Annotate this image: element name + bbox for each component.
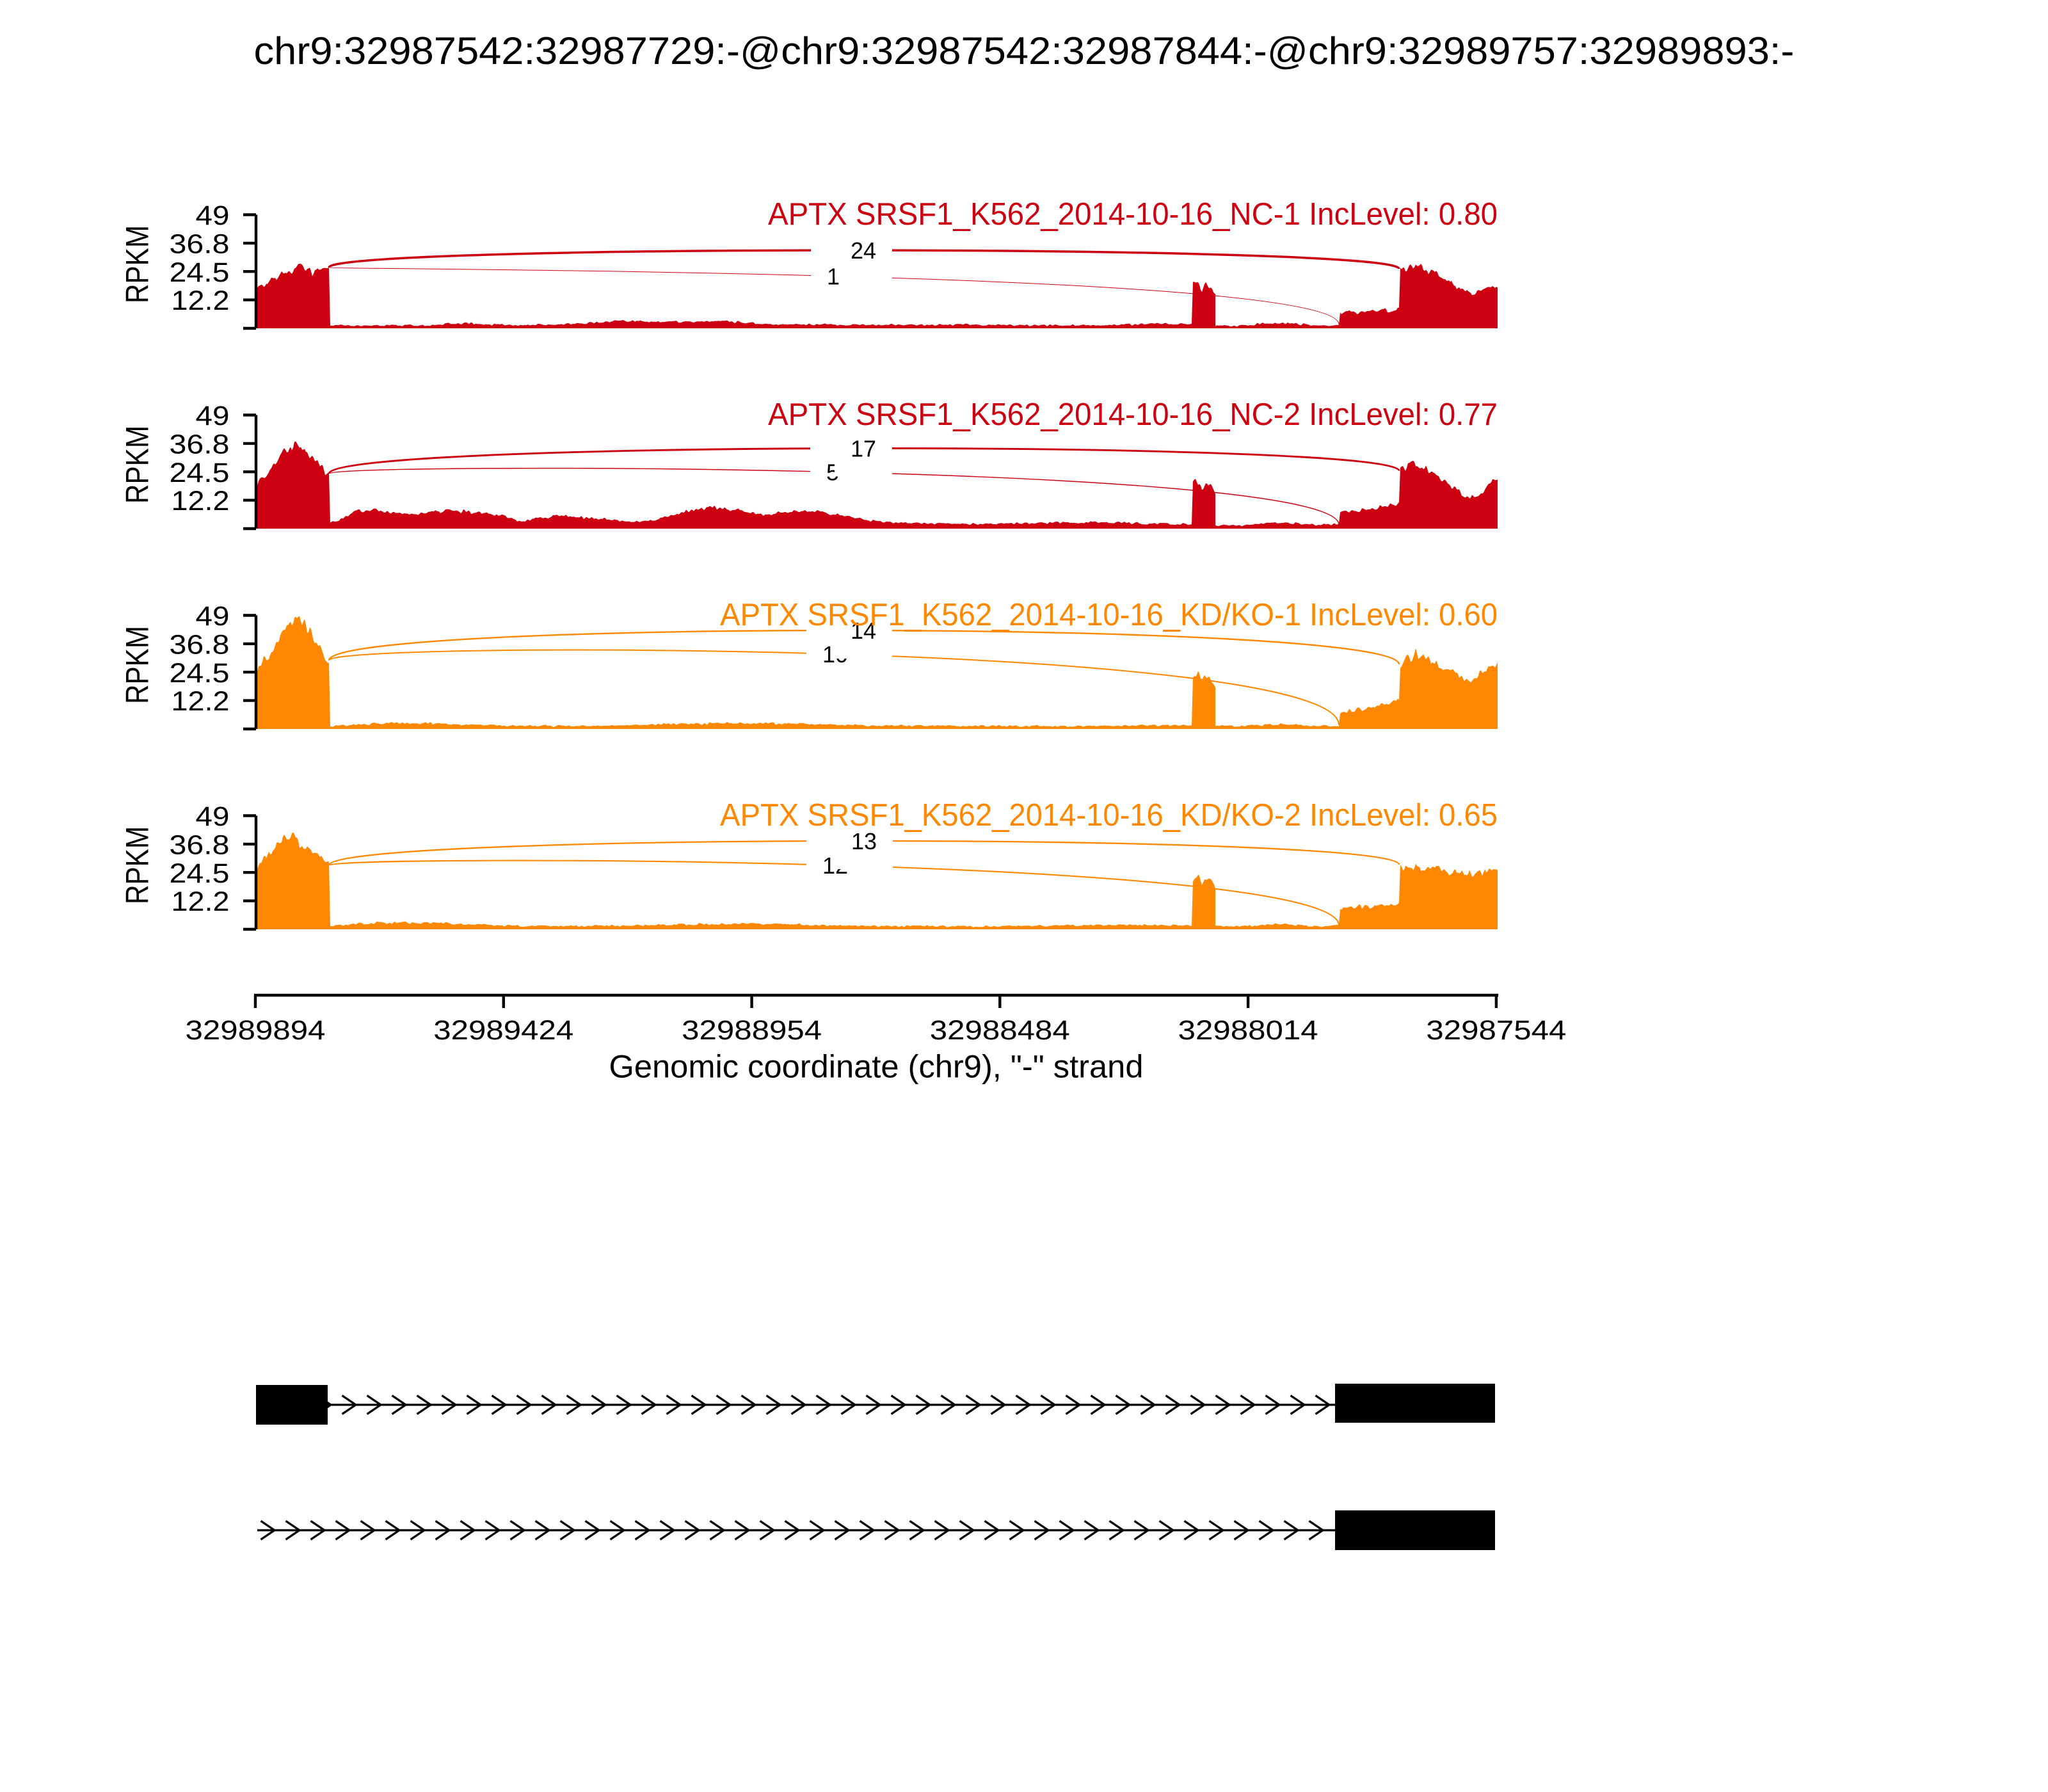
svg-text:12.2: 12.2 bbox=[172, 886, 230, 917]
svg-text:36.8: 36.8 bbox=[170, 829, 230, 860]
svg-text:17: 17 bbox=[851, 436, 876, 462]
svg-text:chr9:32987542:32987729:-@chr9:: chr9:32987542:32987729:-@chr9:32987542:3… bbox=[254, 29, 1795, 72]
svg-text:36.8: 36.8 bbox=[170, 629, 230, 660]
svg-text:RPKM: RPKM bbox=[120, 225, 156, 303]
svg-text:32988954: 32988954 bbox=[682, 1015, 822, 1046]
svg-text:32989424: 32989424 bbox=[433, 1015, 573, 1046]
svg-text:49: 49 bbox=[196, 401, 230, 431]
svg-text:APTX SRSF1_K562_2014-10-16_NC-: APTX SRSF1_K562_2014-10-16_NC-1 IncLevel… bbox=[768, 197, 1498, 232]
svg-text:RPKM: RPKM bbox=[120, 826, 156, 904]
svg-text:24.5: 24.5 bbox=[170, 658, 230, 689]
svg-text:24.5: 24.5 bbox=[170, 458, 230, 488]
svg-text:24: 24 bbox=[851, 237, 876, 264]
svg-text:24.5: 24.5 bbox=[170, 257, 230, 288]
svg-text:49: 49 bbox=[196, 601, 230, 632]
svg-text:36.8: 36.8 bbox=[170, 429, 230, 460]
svg-text:14: 14 bbox=[851, 618, 876, 644]
svg-text:12.2: 12.2 bbox=[172, 285, 230, 316]
svg-text:32989894: 32989894 bbox=[186, 1015, 326, 1046]
svg-text:APTX SRSF1_K562_2014-10-16_KD/: APTX SRSF1_K562_2014-10-16_KD/KO-1 IncLe… bbox=[720, 598, 1498, 632]
svg-text:APTX SRSF1_K562_2014-10-16_KD/: APTX SRSF1_K562_2014-10-16_KD/KO-2 IncLe… bbox=[720, 798, 1498, 833]
svg-text:12.2: 12.2 bbox=[172, 686, 230, 717]
svg-text:49: 49 bbox=[196, 200, 230, 231]
svg-text:32987544: 32987544 bbox=[1426, 1015, 1566, 1046]
svg-text:36.8: 36.8 bbox=[170, 228, 230, 259]
svg-text:RPKM: RPKM bbox=[120, 626, 156, 704]
svg-text:32988014: 32988014 bbox=[1178, 1015, 1318, 1046]
svg-text:12.2: 12.2 bbox=[172, 486, 230, 516]
svg-text:24.5: 24.5 bbox=[170, 858, 230, 889]
svg-text:13: 13 bbox=[851, 828, 877, 854]
svg-text:Genomic coordinate (chr9), "-": Genomic coordinate (chr9), "-" strand bbox=[609, 1049, 1144, 1085]
svg-text:RPKM: RPKM bbox=[120, 426, 156, 504]
svg-text:APTX SRSF1_K562_2014-10-16_NC-: APTX SRSF1_K562_2014-10-16_NC-2 IncLevel… bbox=[768, 397, 1498, 432]
svg-text:32988484: 32988484 bbox=[930, 1015, 1070, 1046]
svg-text:49: 49 bbox=[196, 801, 230, 832]
